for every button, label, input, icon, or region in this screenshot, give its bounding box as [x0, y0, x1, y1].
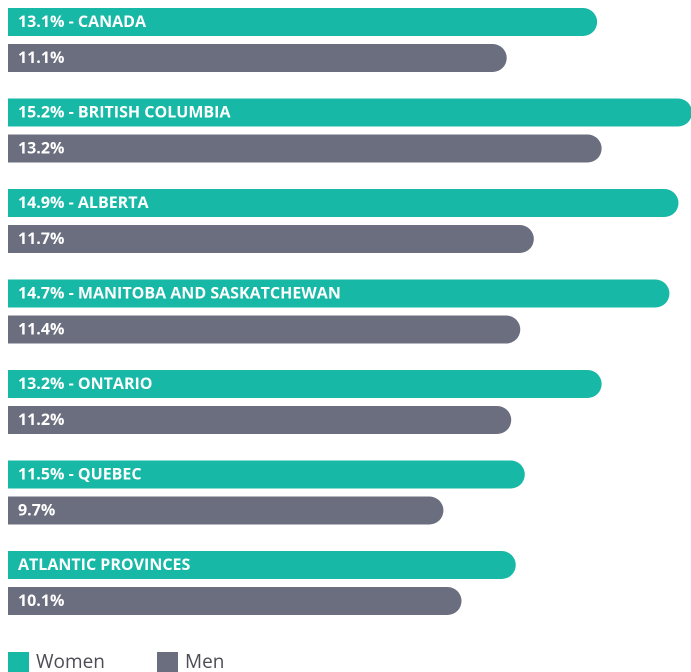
value-label: 11.1% [18, 46, 64, 68]
value-label: 15.2% [18, 101, 64, 123]
label-separator: - [64, 372, 77, 394]
label-separator: - [64, 101, 77, 123]
bar-label: 11.4% [18, 318, 64, 340]
bar [8, 98, 691, 127]
category-label: BRITISH COLUMBIA [78, 101, 232, 123]
bar-label: 11.1% [18, 46, 64, 68]
category-label: ONTARIO [78, 372, 153, 394]
bar-label: ATLANTIC PROVINCES [18, 553, 191, 575]
value-label: 14.9% [18, 191, 64, 213]
bar [8, 279, 670, 308]
bar-label: 13.1% - CANADA [18, 10, 147, 32]
bar-label: 15.2% - BRITISH COLUMBIA [18, 101, 231, 123]
label-separator: - [64, 463, 77, 485]
bar-label: 10.1% [18, 589, 64, 611]
bar [8, 134, 602, 163]
category-label: ALBERTA [78, 191, 150, 213]
value-label: 11.5% [18, 463, 64, 485]
value-label: 11.7% [18, 227, 64, 249]
category-label: MANITOBA AND SASKATCHEWAN [78, 282, 341, 304]
bar [8, 189, 679, 218]
bar [8, 44, 507, 72]
category-label: QUEBEC [78, 463, 142, 485]
bar [8, 460, 525, 489]
legend-label: Men [185, 648, 224, 672]
value-label: 10.1% [18, 589, 64, 611]
label-separator: - [64, 191, 77, 213]
value-label: 14.7% [18, 282, 64, 304]
bar [8, 315, 521, 344]
legend-label: Women [36, 648, 105, 672]
bar [8, 551, 516, 579]
bar [8, 225, 534, 253]
category-label: CANADA [78, 10, 147, 32]
bar [8, 496, 444, 525]
bar [8, 370, 602, 398]
bar-label: 14.9% - ALBERTA [18, 191, 150, 213]
bar-label: 11.7% [18, 227, 64, 249]
bar [8, 406, 512, 435]
value-label: 13.1% [18, 10, 64, 32]
label-separator: - [64, 282, 77, 304]
bar-label: 13.2% [18, 137, 64, 159]
label-separator: - [64, 10, 77, 32]
bar-label: 13.2% - ONTARIO [18, 372, 153, 394]
bar-label: 11.5% - QUEBEC [18, 463, 142, 485]
value-label: 9.7% [18, 499, 55, 521]
bar-label: 14.7% - MANITOBA AND SASKATCHEWAN [18, 282, 341, 304]
bar [8, 8, 598, 36]
legend-swatch [8, 652, 29, 672]
value-label: 13.2% [18, 372, 64, 394]
category-label: ATLANTIC PROVINCES [18, 553, 191, 575]
bar [8, 587, 462, 615]
bar-label: 9.7% [18, 499, 55, 521]
value-label: 11.4% [18, 318, 64, 340]
legend-swatch [157, 652, 178, 672]
bar-label: 11.2% [18, 408, 64, 430]
value-label: 13.2% [18, 137, 64, 159]
value-label: 11.2% [18, 408, 64, 430]
